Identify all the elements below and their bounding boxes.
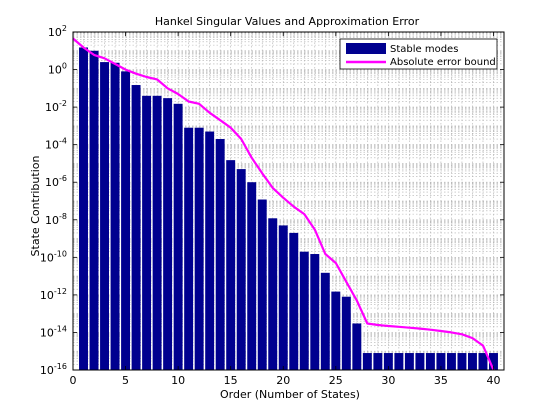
bar-state-4 xyxy=(110,62,120,370)
bar-state-2 xyxy=(89,50,99,371)
bar-state-21 xyxy=(289,232,299,370)
y-tick-label: 100 xyxy=(48,62,67,77)
bar-state-23 xyxy=(310,254,320,370)
bar-state-6 xyxy=(131,85,141,370)
bar-state-5 xyxy=(121,71,131,371)
x-tick-label: 30 xyxy=(381,374,395,387)
error-bound-line xyxy=(72,37,495,371)
plot-frame xyxy=(72,31,505,371)
bar-state-36 xyxy=(446,353,456,370)
x-tick-label: 20 xyxy=(276,374,290,387)
x-tick-label: 35 xyxy=(434,374,448,387)
y-tick-label: 10-2 xyxy=(45,99,67,114)
y-tick-label: 10-16 xyxy=(40,362,67,377)
bar-state-32 xyxy=(404,353,414,370)
bar-state-40 xyxy=(489,353,498,370)
bar-state-30 xyxy=(383,353,393,370)
chart-title: Hankel Singular Values and Approximation… xyxy=(155,15,420,28)
y-tick-label: 10-14 xyxy=(40,324,67,339)
y-tick-label: 10-6 xyxy=(45,174,67,189)
y-tick-label: 10-10 xyxy=(40,249,67,264)
bar-state-25 xyxy=(331,291,341,370)
x-tick-label: 40 xyxy=(486,374,500,387)
bar-state-7 xyxy=(142,95,152,371)
line-layer xyxy=(72,37,495,371)
x-tick-label: 25 xyxy=(329,374,343,387)
x-tick-label: 0 xyxy=(70,374,77,387)
y-tick-label: 10-4 xyxy=(45,137,67,152)
bar-state-11 xyxy=(184,127,194,370)
bar-state-35 xyxy=(436,353,446,370)
x-tick-label: 15 xyxy=(224,374,238,387)
bar-state-33 xyxy=(415,353,425,370)
bar-state-8 xyxy=(152,95,162,371)
bar-state-10 xyxy=(173,103,183,371)
bar-state-27 xyxy=(352,323,362,370)
y-axis-label: State Contribution xyxy=(29,156,42,257)
bar-state-9 xyxy=(163,98,173,371)
bar-layer xyxy=(79,47,498,371)
y-tick-label: 102 xyxy=(48,24,67,39)
x-tick-label: 10 xyxy=(171,374,185,387)
bar-state-26 xyxy=(341,296,351,370)
bar-state-20 xyxy=(278,225,288,370)
bar-state-29 xyxy=(373,353,383,370)
bar-state-15 xyxy=(226,160,236,370)
x-axis-label: Order (Number of States) xyxy=(220,388,360,401)
bar-state-16 xyxy=(236,169,246,370)
bar-state-22 xyxy=(299,251,309,370)
bar-state-39 xyxy=(478,353,488,370)
bar-state-12 xyxy=(194,127,204,370)
bar-state-3 xyxy=(100,62,110,370)
bar-state-38 xyxy=(467,353,477,370)
bar-state-34 xyxy=(425,353,435,370)
x-tick-label: 5 xyxy=(122,374,129,387)
legend-label-stable-modes: Stable modes xyxy=(390,44,458,55)
bar-state-31 xyxy=(394,353,404,370)
legend-swatch-stable-modes xyxy=(346,43,386,54)
bar-state-14 xyxy=(215,139,225,370)
bar-state-28 xyxy=(362,353,372,370)
bar-state-17 xyxy=(247,182,257,370)
legend-label-error-bound: Absolute error bound xyxy=(390,57,496,68)
y-tick-label: 10-12 xyxy=(40,287,67,302)
bar-state-24 xyxy=(320,272,330,370)
bar-state-13 xyxy=(205,131,215,370)
bar-state-18 xyxy=(257,199,267,370)
bar-state-37 xyxy=(457,353,467,370)
tick-layer: 0 5 10 15 20 25 30 35 40 102 100 10-2 10-4 10-6 10-8 10… xyxy=(40,24,504,387)
bar-state-1 xyxy=(79,47,88,370)
bar-state-19 xyxy=(268,218,278,370)
legend: Stable modes Absolute error bound xyxy=(339,38,498,70)
y-tick-label: 10-8 xyxy=(45,212,67,227)
